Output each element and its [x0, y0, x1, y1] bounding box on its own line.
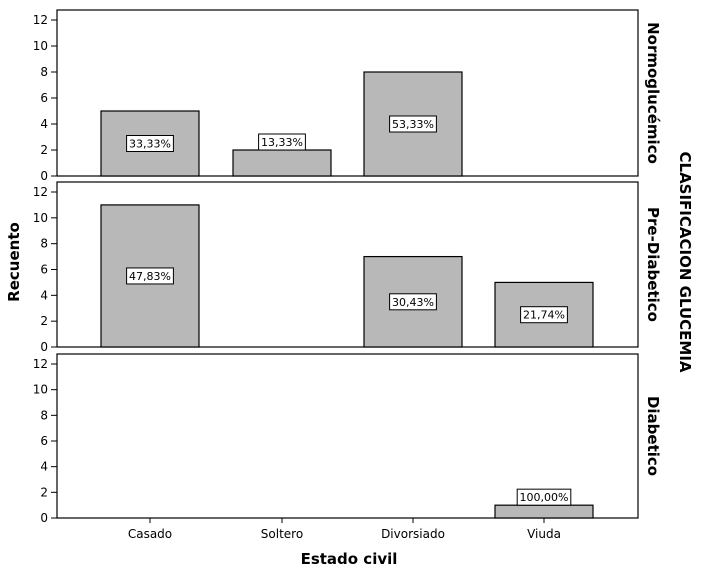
data-label-box — [389, 293, 437, 311]
y-tick-label: 12 — [33, 185, 48, 199]
y-axis-title: Recuento — [5, 222, 23, 302]
panel-label: Normoglucémico — [644, 22, 662, 164]
panels-layer: 0 2 4 6 8 10 12 33,33% 13,33% 53,33% Normoglucémic… — [33, 9, 662, 525]
y-tick-label: 0 — [40, 511, 48, 525]
data-label: 47,83% — [129, 270, 171, 283]
y-tick-label: 4 — [40, 460, 48, 474]
y-tick-label: 4 — [40, 117, 48, 131]
panel-label: Diabetico — [644, 396, 662, 476]
x-tick-label: Casado — [128, 527, 172, 541]
data-label: 21,74% — [523, 309, 565, 322]
x-tick-label: Soltero — [261, 527, 303, 541]
y-tick-label: 10 — [33, 211, 48, 225]
data-label-box — [516, 488, 572, 506]
y-tick-label: 0 — [40, 340, 48, 354]
y-tick-label: 8 — [40, 65, 48, 79]
panel-label: Pre-Diabetico — [644, 207, 662, 322]
y-tick-label: 6 — [40, 263, 48, 277]
facet-title: CLASIFICACION GLUCEMIA — [676, 151, 694, 372]
panel-0: 0 2 4 6 8 10 12 33,33% 13,33% 53,33% Normoglucémic… — [33, 9, 662, 183]
data-label: 33,33% — [129, 138, 171, 151]
data-label-group: 33,33% — [126, 135, 174, 152]
data-label: 30,43% — [392, 296, 434, 309]
y-tick-label: 10 — [33, 39, 48, 53]
y-tick-label: 12 — [33, 357, 48, 371]
data-label-group: 47,83% — [126, 267, 174, 285]
data-label-box — [126, 267, 174, 285]
data-label: 53,33% — [392, 118, 434, 131]
bar-viuda — [494, 504, 594, 519]
data-label-box — [258, 133, 306, 151]
panel-1: 0 2 4 6 8 10 12 47,83% 30,43% 21,74% Pre-Diabetico — [33, 181, 662, 354]
data-label-box — [389, 115, 437, 133]
y-tick-label: 2 — [40, 485, 48, 499]
y-tick-label: 0 — [40, 169, 48, 183]
x-tick-label: Divorsiado — [381, 527, 445, 541]
data-label-box — [126, 135, 174, 152]
y-tick-label: 12 — [33, 13, 48, 27]
data-label-group: 53,33% — [389, 115, 437, 133]
data-label: 100,00% — [520, 491, 569, 504]
bar-soltero — [232, 149, 332, 177]
x-axis: Casado Soltero Divorsiado Viuda — [128, 518, 561, 541]
y-tick-label: 10 — [33, 383, 48, 397]
y-tick-label: 2 — [40, 314, 48, 328]
y-tick-label: 6 — [40, 434, 48, 448]
data-label-group: 100,00% — [516, 488, 572, 506]
x-axis-title: Estado civil — [301, 550, 398, 568]
y-tick-label: 8 — [40, 237, 48, 251]
y-tick-label: 6 — [40, 91, 48, 105]
data-label-group: 13,33% — [258, 133, 306, 151]
y-tick-label: 2 — [40, 143, 48, 157]
data-label: 13,33% — [261, 136, 303, 149]
x-tick-label: Viuda — [527, 527, 561, 541]
data-label-group: 30,43% — [389, 293, 437, 311]
y-tick-label: 8 — [40, 408, 48, 422]
data-label-box — [520, 306, 568, 324]
y-tick-label: 4 — [40, 288, 48, 302]
data-label-group: 21,74% — [520, 306, 568, 324]
panel-2: 0 2 4 6 8 10 12 100,00% Diabetico — [33, 353, 662, 525]
